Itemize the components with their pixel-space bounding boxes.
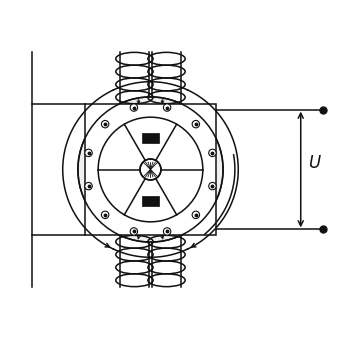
Bar — [142, 196, 159, 206]
Circle shape — [192, 120, 200, 128]
Circle shape — [163, 104, 171, 111]
Circle shape — [163, 228, 171, 235]
Circle shape — [209, 149, 216, 157]
Circle shape — [85, 149, 92, 157]
Circle shape — [130, 228, 138, 235]
Polygon shape — [84, 104, 216, 235]
Text: U: U — [308, 154, 320, 172]
Circle shape — [102, 120, 109, 128]
Bar — [142, 133, 159, 143]
Circle shape — [130, 104, 138, 111]
Circle shape — [85, 182, 92, 190]
Circle shape — [78, 97, 223, 242]
Circle shape — [192, 211, 200, 219]
Circle shape — [102, 211, 109, 219]
Circle shape — [98, 117, 203, 222]
Circle shape — [140, 159, 161, 180]
Circle shape — [209, 182, 216, 190]
